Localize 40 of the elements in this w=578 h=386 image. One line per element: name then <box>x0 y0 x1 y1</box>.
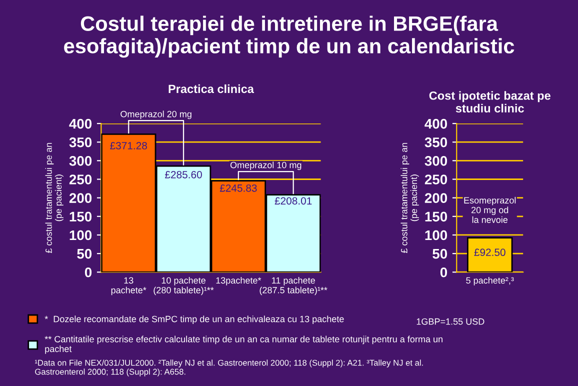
x-tick-label: 5 pachete²,³ <box>466 276 514 286</box>
annotation: Esomeprazol 20 mg od la nevoie <box>464 196 516 223</box>
y-tick-label: 400 <box>424 118 448 129</box>
y-tick-label: 0 <box>440 267 448 278</box>
data-label: £92.50 <box>474 248 506 256</box>
y-axis-title: £ costul tratamentului pe an (pe pacient) <box>400 142 419 254</box>
x-tick-label: 11 pachete (287.5 tablete)¹** <box>260 276 328 296</box>
text: ¹Data on File NEX/031/JUL2000. ²Talley NJ et al. Gastroenterol 2000; 118 (Suppl 2): A21. ³Talley NJ et al. Gastroenterol 2000; 118 (Suppl 2): A658. <box>35 360 423 376</box>
legend-label: ** Cantitatile prescrise efectiv calculate timp de un an ca numar de tablete rotunjit pentru a forma un pachet <box>44 336 442 354</box>
data-label: £208.01 <box>274 197 312 205</box>
y-tick-label: 250 <box>424 174 448 184</box>
y-tick-label: 300 <box>69 156 92 166</box>
y-tick-label: 0 <box>84 267 92 278</box>
y-tick-label: 50 <box>77 248 92 259</box>
data-label: £371.28 <box>110 142 147 150</box>
y-tick-label: 100 <box>425 230 448 240</box>
chart-title: Cost ipotetic bazat pe studiu clinic <box>429 91 550 113</box>
data-label: £285.60 <box>164 170 202 178</box>
y-tick-label: 400 <box>69 118 92 129</box>
x-tick-label: 13 pachete* <box>111 277 146 296</box>
y-tick-label: 100 <box>70 230 92 240</box>
data-label: £245.83 <box>220 184 257 192</box>
annotation: Omeprazol 10 mg <box>230 162 302 170</box>
y-axis-title: £ costul tratamentului pe an (pe pacient) <box>45 142 64 254</box>
y-tick-label: 300 <box>424 156 448 166</box>
y-tick-label: 150 <box>70 212 92 222</box>
y-tick-label: 250 <box>69 174 92 184</box>
y-tick-label: 350 <box>424 137 448 148</box>
x-tick-label: 10 pachete (280 tablete)¹** <box>154 276 214 296</box>
chart-subtitle: Practica clinica <box>168 84 254 94</box>
text: 1GBP=1.55 USD <box>416 318 484 325</box>
y-tick-label: 350 <box>69 137 92 148</box>
y-tick-label: 150 <box>425 212 448 222</box>
x-tick-label: 13pachete* <box>216 276 262 286</box>
y-tick-label: 50 <box>432 248 448 259</box>
chart-title: Costul terapiei de intretinere in BRGE(fara esofagita)/pacient timp de un an calendaristic <box>64 16 514 58</box>
legend-label: * Dozele recomandate de SmPC timp de un an echivaleaza cu 13 pachete <box>44 316 344 324</box>
y-tick-label: 200 <box>424 193 448 203</box>
y-tick-label: 200 <box>69 193 92 203</box>
text: Omeprazol 20 mg <box>120 110 192 120</box>
